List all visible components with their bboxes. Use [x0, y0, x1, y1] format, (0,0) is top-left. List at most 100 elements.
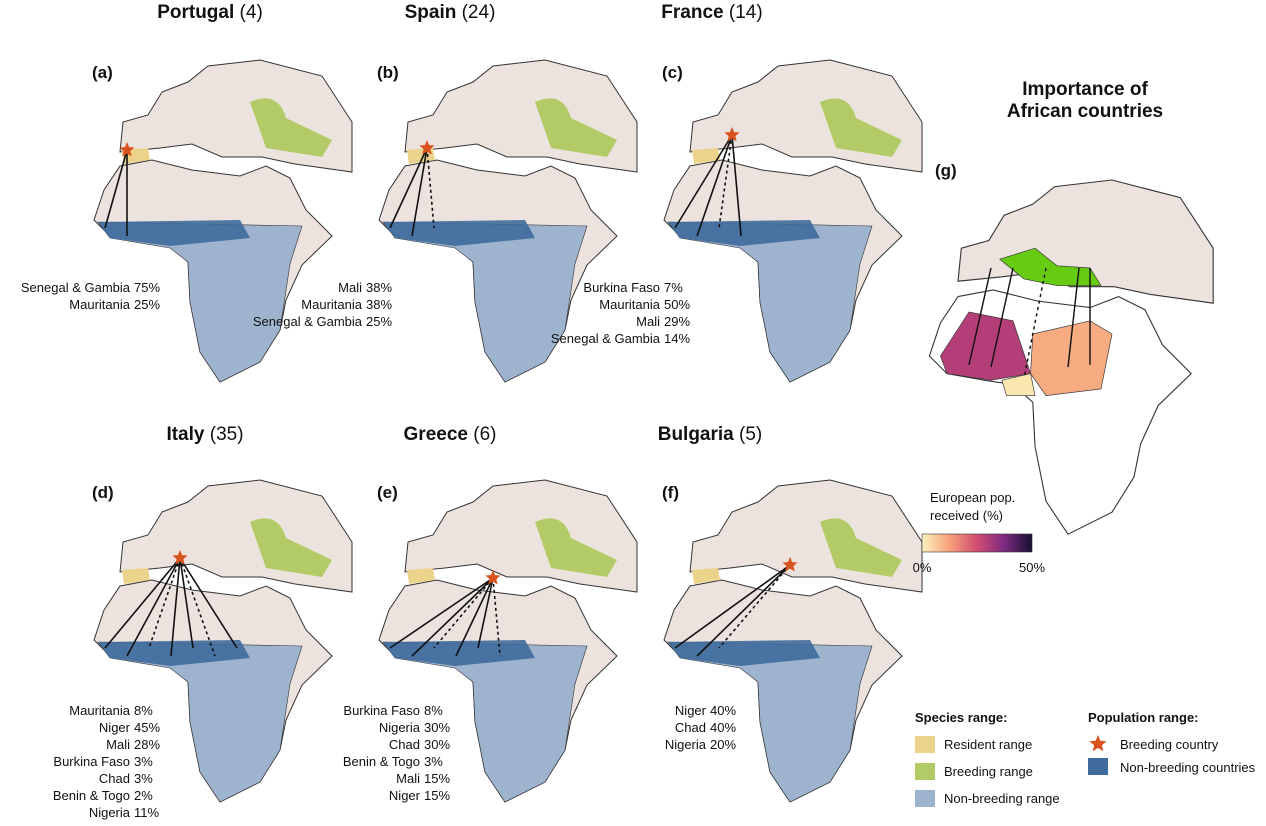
legend-label: Breeding range	[944, 764, 1033, 779]
destination-share: 29%	[664, 314, 690, 329]
breeding-star	[1089, 735, 1107, 752]
destination-country: Chad	[99, 771, 130, 786]
country-name: Portugal	[157, 2, 234, 23]
destination-country: Benin & Togo	[53, 788, 130, 803]
breeding-range	[250, 518, 332, 577]
migration-line	[104, 557, 181, 649]
destination-share: 30%	[424, 720, 450, 735]
panel-title: Bulgaria (5)	[658, 424, 763, 445]
breeding-star	[724, 127, 740, 142]
breeding-range	[820, 518, 902, 577]
destination-country: Chad	[389, 737, 420, 752]
summary-title-text: African countries	[1007, 101, 1163, 122]
map	[663, 59, 923, 383]
destination-share: 15%	[424, 788, 450, 803]
non-breeding-countries	[383, 220, 535, 246]
migration-line	[411, 577, 494, 657]
destination-country: Mauritania	[69, 297, 130, 312]
migration-line	[492, 577, 501, 657]
map	[378, 479, 638, 803]
migration-line	[674, 564, 791, 649]
migration-line	[426, 147, 435, 229]
non-breeding-range	[97, 641, 303, 803]
country-name: France	[661, 2, 723, 23]
breeding-range	[820, 98, 902, 157]
legend-label: Non-breeding range	[944, 791, 1060, 806]
map	[93, 59, 353, 383]
destination-share: 11%	[134, 805, 159, 820]
migration-line	[179, 557, 194, 649]
panel-title: France (14)	[661, 2, 762, 23]
panel-letter: (g)	[935, 161, 957, 180]
migration-line	[696, 564, 791, 657]
panel-title: Portugal (4)	[157, 2, 263, 23]
destination-share: 50%	[664, 297, 690, 312]
legend-label: Resident range	[944, 737, 1032, 752]
migration-line	[674, 134, 733, 229]
map	[663, 479, 923, 803]
legend-swatch	[1088, 758, 1108, 775]
panel-letter: (c)	[662, 63, 683, 82]
destination-country: Mali	[636, 314, 660, 329]
colorbar-label: European pop. received (%)	[930, 490, 1015, 523]
migration-line	[389, 577, 494, 649]
non-breeding-countries	[98, 640, 250, 666]
sample-count: (24)	[462, 2, 496, 23]
legend-swatch	[915, 736, 935, 753]
non-breeding-countries	[668, 220, 820, 246]
legend-label: Non-breeding countries	[1120, 760, 1256, 775]
summary-title: Importance of African countries	[1007, 79, 1163, 122]
migration-line	[1023, 267, 1047, 379]
destination-country: Senegal & Gambia	[551, 331, 661, 346]
sample-count: (4)	[240, 2, 263, 23]
migration-line	[968, 267, 992, 365]
legend-label: Breeding country	[1120, 737, 1219, 752]
colorbar	[921, 533, 1033, 553]
destination-share: 40%	[710, 703, 736, 718]
migration-line	[179, 557, 238, 649]
legend-swatch	[915, 790, 935, 807]
destination-share: 25%	[366, 314, 392, 329]
destination-country: Mali	[396, 771, 420, 786]
non-breeding-countries	[98, 220, 250, 246]
destination-share: 2%	[134, 788, 153, 803]
non-breeding-range	[667, 221, 873, 383]
migration-line	[179, 557, 216, 657]
destination-country: Nigeria	[379, 720, 421, 735]
destination-share: 14%	[664, 331, 690, 346]
destination-country: Burkina Faso	[53, 754, 130, 769]
resident-range	[692, 148, 720, 164]
migration-line	[731, 134, 742, 237]
destination-country: Niger	[99, 720, 131, 735]
non-breeding-range	[382, 221, 588, 383]
panel-title: Greece (6)	[404, 424, 497, 445]
destination-share: 25%	[134, 297, 160, 312]
panel-letter: (d)	[92, 483, 114, 502]
breeding-range	[535, 98, 617, 157]
destination-share: 38%	[366, 280, 392, 295]
destination-share: 15%	[424, 771, 450, 786]
map	[378, 59, 638, 383]
colorbar-tick-label: 0%	[913, 560, 932, 575]
country-name: Greece	[404, 424, 468, 445]
panel-letter: (a)	[92, 63, 113, 82]
breeding-star	[119, 142, 135, 157]
breeding-star	[172, 550, 188, 565]
italy-france-green	[999, 247, 1102, 286]
destination-country: Mauritania	[301, 297, 362, 312]
migration-line	[1067, 267, 1080, 368]
destination-country: Nigeria	[665, 737, 707, 752]
resident-range	[692, 568, 720, 584]
destination-share: 8%	[424, 703, 443, 718]
migration-line	[718, 564, 791, 649]
destination-country: Niger	[389, 788, 421, 803]
legend-title: Population range:	[1088, 710, 1199, 725]
destination-share: 75%	[134, 280, 160, 295]
destination-share: 20%	[710, 737, 736, 752]
destination-share: 38%	[366, 297, 392, 312]
destination-country: Chad	[675, 720, 706, 735]
destination-share: 28%	[134, 737, 160, 752]
migration-line	[696, 134, 733, 237]
destination-share: 3%	[424, 754, 443, 769]
